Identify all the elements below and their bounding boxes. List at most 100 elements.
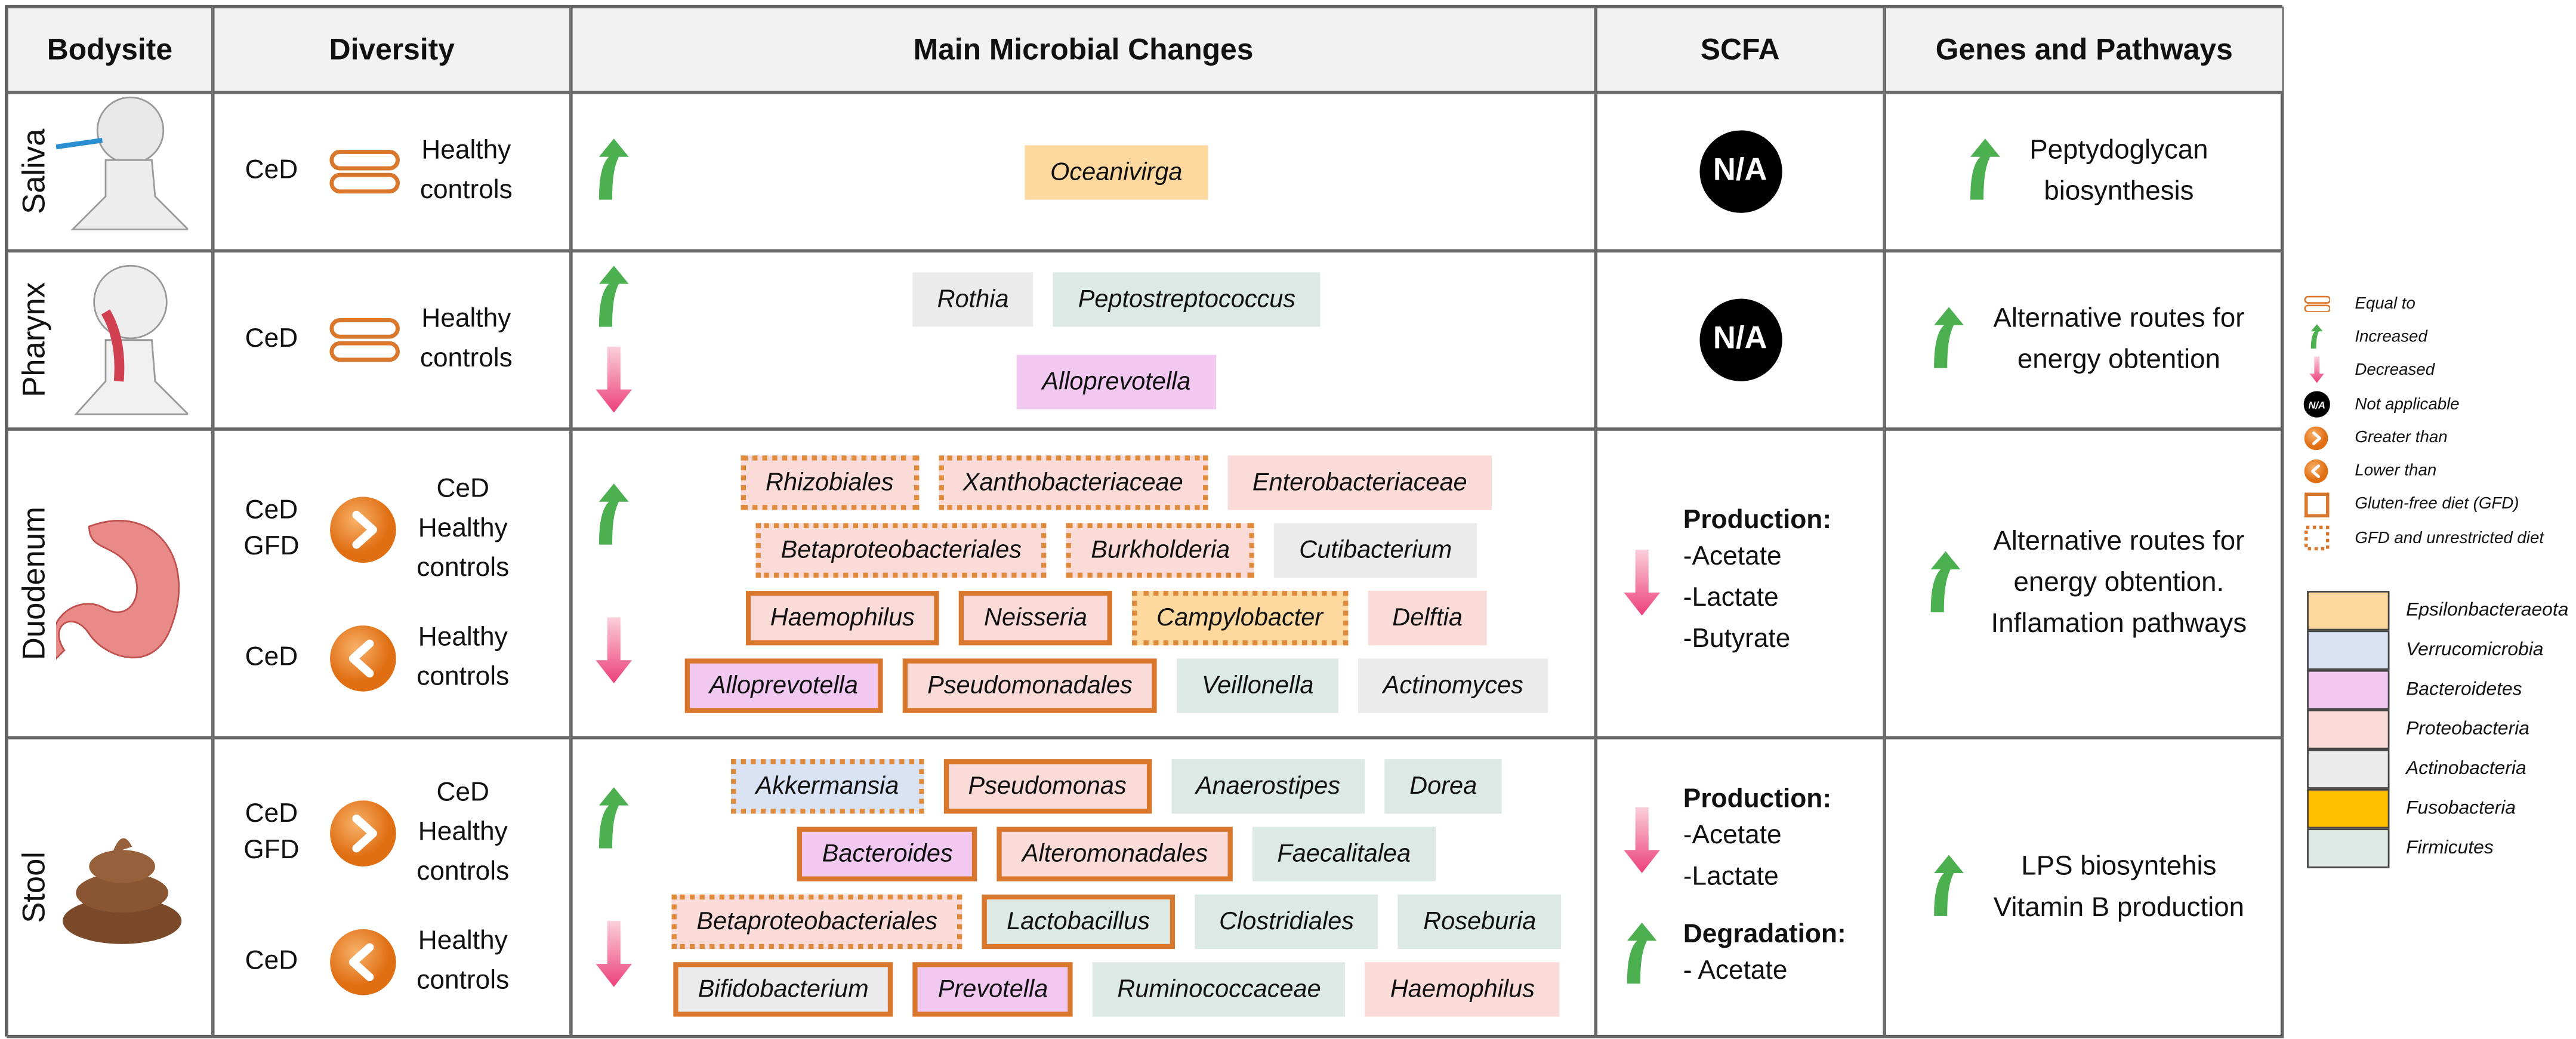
- icon-part: [2310, 324, 2323, 349]
- taxa-line: Betaproteobacteriales Lactobacillus Clostr…: [655, 894, 1578, 949]
- taxa-line: Alloprevotella Pseudomonadales Veillonella…: [655, 658, 1578, 713]
- taxon: Delftia: [1367, 590, 1488, 645]
- scfa-item: - Acetate: [1683, 956, 1788, 985]
- change-group: Alloprevotella: [589, 346, 1578, 416]
- icon-part: [2304, 526, 2330, 551]
- icon-part: [2303, 304, 2331, 313]
- diversity-cell: CeD GFD CeD Healthy controls CeD Healthy co…: [212, 429, 571, 738]
- icon-part: [70, 159, 189, 230]
- decrease-arrow: [1624, 806, 1661, 872]
- bodysite-label: Saliva: [18, 129, 53, 215]
- icon-part: [56, 137, 103, 150]
- changes-cell: Rhizobiales Xanthobacteriaceae Enterobacte…: [570, 429, 1596, 738]
- change-group: Rhizobiales Xanthobacteriaceae Enterobacte…: [589, 454, 1578, 577]
- diversity-entry: CeD GFD CeD Healthy controls: [235, 470, 548, 588]
- bodysite-label: Stool: [18, 852, 53, 924]
- taxon: Anaerostipes: [1171, 759, 1365, 814]
- taxa-lines: Rhizobiales Xanthobacteriaceae Enterobacte…: [655, 454, 1578, 577]
- bodysite-label: Duodenum: [18, 507, 53, 661]
- icon-part: [2309, 357, 2324, 384]
- diversity-cell: CeD GFD CeD Healthy controls CeD Healthy co…: [212, 738, 571, 1038]
- taxa-line: Bifidobacterium Prevotella Ruminococcaceae…: [655, 962, 1578, 1017]
- header-cell: Bodysite: [7, 7, 213, 93]
- legend-icon: [2302, 357, 2332, 384]
- legend-entry: Greater than: [2302, 421, 2576, 455]
- scfa-item: -Butyrate: [1683, 625, 1791, 654]
- scfa-item: -Acetate: [1683, 821, 1782, 849]
- scfa-text: Degradation: - Acetate: [1683, 920, 1846, 991]
- change-group: Akkermansia Pseudomonas Anaerostipes Dorea B…: [589, 759, 1578, 881]
- taxon: Clostridiales: [1194, 894, 1379, 949]
- increase-arrow: [599, 482, 629, 544]
- icon-part: [596, 346, 633, 413]
- phylum-label: Epsilonbacteraeota: [2406, 600, 2569, 621]
- icon-part: [93, 264, 168, 340]
- taxon: Bacteroides: [797, 827, 978, 881]
- genes-cell: LPS biosyntehis Vitamin B production: [1884, 738, 2284, 1038]
- taxon: Ruminococcaceae: [1092, 962, 1346, 1017]
- taxon: Roseburia: [1398, 894, 1561, 949]
- symbol-legend: Equal to Increased Decreased N/A Not applica…: [2302, 287, 2576, 555]
- icon-part: [1624, 548, 1661, 615]
- taxa-lines: Alloprevotella: [655, 354, 1578, 409]
- icon-part: [74, 339, 189, 415]
- icon-part: [2303, 391, 2330, 418]
- legend-icon: [2302, 459, 2332, 484]
- genes-cell: Alternative routes for energy obtention: [1884, 251, 2284, 430]
- taxon: Neisseria: [959, 590, 1112, 645]
- scfa-cell: N/A: [1596, 251, 1885, 430]
- bodysite-label: Pharynx: [18, 282, 53, 398]
- na-badge: N/A: [1699, 130, 1782, 213]
- greater-icon: [329, 496, 396, 562]
- increase-arrow: [599, 787, 629, 849]
- diversity-left: CeD GFD: [243, 496, 300, 560]
- decrease-arrow: [596, 921, 633, 987]
- legend-icon: [2302, 426, 2332, 451]
- increase-arrow: [1627, 922, 1657, 984]
- scfa-text: Production: -Acetate -Lactate: [1683, 785, 1831, 897]
- na-badge: N/A: [1699, 298, 1782, 381]
- icon-part: [329, 929, 396, 995]
- taxon: Cutibacterium: [1274, 522, 1477, 577]
- bodysite-icon: [63, 838, 182, 944]
- icon-part: [1933, 307, 1964, 368]
- increase-arrow: [1970, 138, 2000, 200]
- icon-part: [351, 814, 377, 853]
- phylum-entry: Actinobacteria: [2307, 749, 2571, 789]
- greater-icon: [329, 800, 396, 867]
- legend-entry: GFD and unrestricted diet: [2302, 522, 2576, 555]
- phylum-entry: Verrucomicrobia: [2307, 630, 2571, 670]
- icon-part: [1970, 138, 2000, 200]
- icon-part: [1931, 550, 1961, 612]
- taxon: Actinomyces: [1358, 658, 1548, 713]
- scfa-group: Production: -Acetate -Lactate -Butyrate: [1617, 507, 1831, 660]
- increase-arrow: [599, 266, 629, 327]
- diversity-cell: CeD Healthy controls: [212, 92, 571, 251]
- decrease-arrow: [596, 346, 633, 413]
- taxon: Xanthobacteriaceae: [938, 454, 1208, 510]
- equal-icon: [2303, 295, 2331, 313]
- genes-cell: Peptydoglycan biosynthesis: [1884, 92, 2284, 251]
- legend-entry: Increased: [2302, 320, 2576, 354]
- legend-icon: N/A: [2302, 391, 2332, 418]
- icon-part: [599, 482, 629, 544]
- icon-part: [599, 787, 629, 849]
- bodysite-icon: [74, 264, 189, 415]
- taxon: Betaproteobacteriales: [671, 894, 962, 949]
- icon-part: [596, 921, 633, 987]
- legend-label: Equal to: [2355, 295, 2415, 313]
- icon-part: [96, 96, 165, 165]
- diversity-left: CeD GFD: [243, 800, 300, 865]
- icon-part: [56, 519, 180, 659]
- taxa-line: Bacteroides Alteromonadales Faecalitalea: [655, 827, 1578, 881]
- decrease-arrow: [2309, 357, 2324, 384]
- scfa-label: Production:: [1683, 784, 1832, 813]
- legend-icon: [2302, 323, 2332, 351]
- diversity-entry: CeD Healthy controls: [235, 618, 548, 698]
- icon-part: [329, 318, 399, 339]
- taxon: Alloprevotella: [684, 658, 883, 713]
- diversity-left: CeD: [245, 156, 298, 185]
- icon-part: [2313, 431, 2322, 445]
